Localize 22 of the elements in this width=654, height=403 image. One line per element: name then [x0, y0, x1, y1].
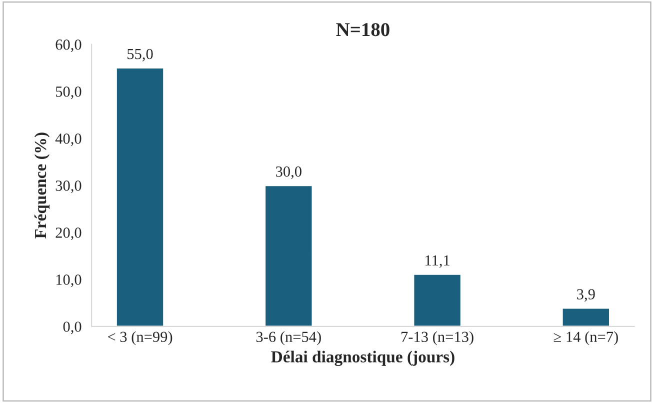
x-tick-label: ≥ 14 (n=7)	[554, 331, 618, 346]
x-tick-label: 7-13 (n=13)	[402, 331, 474, 346]
x-tick-label: 3-6 (n=54)	[256, 331, 321, 346]
y-tick-label: 50,0	[56, 86, 82, 99]
data-label: 11,1	[426, 255, 450, 268]
y-tick-label: 40,0	[55, 134, 82, 146]
bar	[412, 274, 462, 326]
y-tick-label: 10,0	[56, 274, 82, 288]
y-tick-label: 60,0	[56, 39, 82, 52]
bar	[116, 67, 164, 326]
x-tick-label: < 3 (n=99)	[108, 331, 172, 346]
x-axis-title: Délai diagnostique (jours)	[271, 350, 454, 366]
y-tick-label: 20,0	[56, 228, 82, 240]
chart-title: N=180	[336, 23, 390, 36]
bar	[561, 307, 610, 326]
y-tick-label: 30,0	[56, 180, 82, 194]
bar	[264, 184, 314, 326]
data-label: 3,9	[577, 289, 595, 302]
data-label: 55,0	[128, 48, 153, 62]
data-label: 30,0	[276, 166, 302, 179]
y-tick-label: 0,0	[63, 322, 82, 334]
y-axis-title: Fréquence (%)	[34, 132, 50, 239]
